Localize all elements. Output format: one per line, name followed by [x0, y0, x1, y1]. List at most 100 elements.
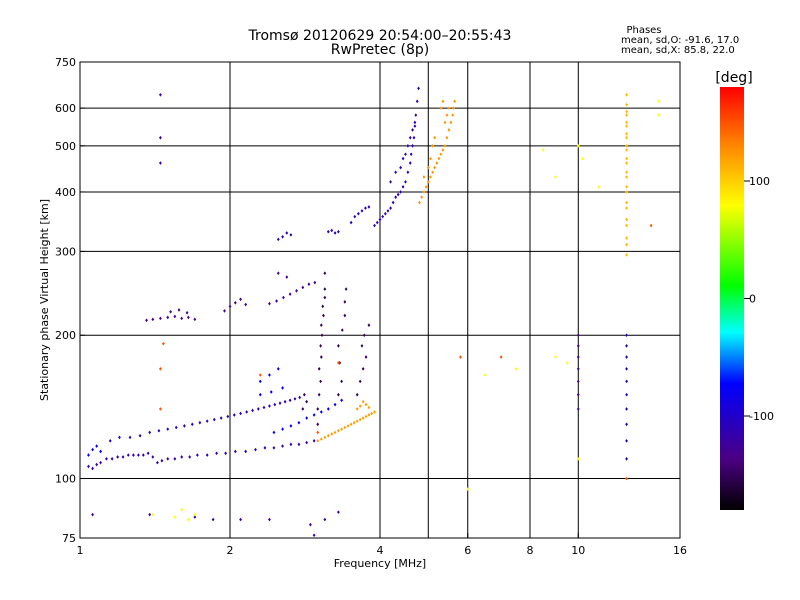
data-point: [251, 408, 254, 413]
x-tick-label: 1: [77, 544, 84, 557]
data-point: [108, 439, 112, 443]
data-point: [285, 275, 289, 279]
data-point: [466, 487, 470, 491]
data-point: [413, 124, 417, 128]
x-tick-label: 2: [227, 544, 234, 557]
data-point: [451, 113, 455, 117]
data-point: [289, 233, 293, 237]
data-point: [166, 457, 170, 461]
data-point: [445, 113, 449, 117]
data-point: [576, 379, 580, 384]
data-point: [182, 424, 186, 428]
data-point: [285, 231, 289, 235]
data-point: [381, 214, 385, 219]
data-point: [431, 144, 434, 148]
data-point: [137, 453, 140, 457]
data-point: [358, 417, 362, 422]
data-point: [317, 367, 321, 371]
data-point: [426, 180, 430, 184]
data-point: [394, 170, 398, 175]
data-point: [625, 223, 628, 228]
data-point: [272, 446, 276, 450]
data-point: [223, 309, 226, 313]
data-point: [245, 410, 249, 414]
data-point: [447, 128, 451, 132]
data-point: [409, 152, 413, 157]
data-point: [148, 430, 152, 435]
data-point: [625, 422, 628, 427]
colorbar-ticks: 100 0 -100: [744, 175, 774, 423]
data-point: [459, 355, 462, 359]
data-point: [426, 165, 430, 170]
data-point: [429, 175, 432, 179]
data-point: [355, 407, 359, 411]
data-point: [340, 398, 344, 403]
data-point: [375, 220, 379, 225]
data-point: [625, 392, 628, 397]
data-point: [326, 407, 330, 411]
data-point: [597, 185, 601, 189]
data-point: [278, 401, 282, 405]
data-point: [453, 99, 457, 104]
data-point: [499, 355, 503, 359]
data-point: [239, 297, 242, 302]
data-point: [226, 414, 230, 419]
data-point: [364, 206, 367, 210]
colorbar-label: [deg]: [715, 70, 752, 86]
data-point: [157, 428, 161, 433]
data-point: [151, 455, 155, 459]
colorbar-tick-label: 0: [749, 293, 756, 306]
data-point: [276, 271, 280, 275]
data-point: [362, 333, 366, 338]
chart-title: Tromsø 20120629 20:54:00–20:55:43: [248, 28, 512, 44]
data-point: [418, 200, 421, 205]
data-point: [389, 206, 392, 210]
data-point: [541, 148, 545, 152]
data-point: [185, 310, 189, 315]
data-point: [305, 399, 309, 404]
data-point: [276, 367, 280, 371]
data-point: [435, 161, 439, 165]
data-point: [87, 453, 90, 457]
data-point: [373, 223, 376, 228]
data-point: [424, 185, 428, 189]
data-point: [301, 407, 305, 411]
data-point: [554, 355, 557, 359]
phases-heading: Phases: [626, 25, 661, 36]
data-point: [288, 398, 292, 403]
data-point: [228, 304, 232, 309]
data-point: [441, 148, 445, 152]
y-tick-label: 400: [55, 186, 76, 199]
data-point: [361, 367, 365, 371]
data-point: [307, 282, 311, 287]
data-point: [281, 386, 284, 390]
y-tick-label: 100: [55, 473, 76, 486]
data-point: [364, 402, 368, 407]
data-point: [333, 231, 337, 235]
colorbar: [720, 87, 744, 510]
data-point: [87, 464, 90, 469]
data-point: [132, 453, 135, 457]
data-point: [625, 113, 628, 117]
data-point: [151, 317, 155, 322]
data-point: [126, 453, 130, 457]
data-point: [159, 161, 162, 165]
data-point: [302, 392, 306, 397]
data-point: [295, 288, 298, 293]
data-point: [514, 367, 518, 371]
data-point: [576, 367, 580, 371]
data-point: [389, 180, 392, 184]
data-point: [625, 131, 628, 136]
data-point: [406, 144, 410, 148]
data-point: [313, 280, 317, 285]
data-point: [367, 413, 371, 417]
data-point: [320, 333, 324, 338]
data-point: [417, 86, 420, 91]
data-point: [433, 135, 437, 140]
data-point: [399, 165, 403, 170]
data-point: [215, 451, 219, 456]
y-axis-label: Stationary phase Virtual Height [km]: [38, 199, 51, 401]
data-point: [268, 373, 271, 377]
data-point: [360, 344, 364, 348]
data-point: [386, 209, 390, 213]
